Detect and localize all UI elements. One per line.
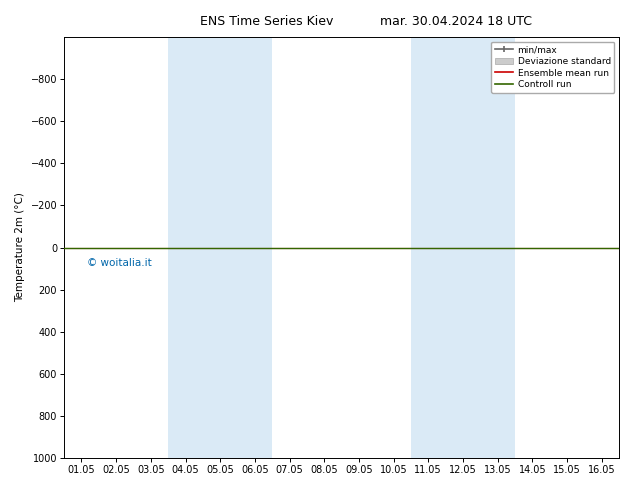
- Text: ENS Time Series Kiev: ENS Time Series Kiev: [200, 15, 333, 28]
- Legend: min/max, Deviazione standard, Ensemble mean run, Controll run: min/max, Deviazione standard, Ensemble m…: [491, 42, 614, 93]
- Y-axis label: Temperature 2m (°C): Temperature 2m (°C): [15, 193, 25, 302]
- Bar: [168, 37, 272, 458]
- Text: mar. 30.04.2024 18 UTC: mar. 30.04.2024 18 UTC: [380, 15, 533, 28]
- Text: © woitalia.it: © woitalia.it: [87, 258, 152, 268]
- Bar: [411, 37, 515, 458]
